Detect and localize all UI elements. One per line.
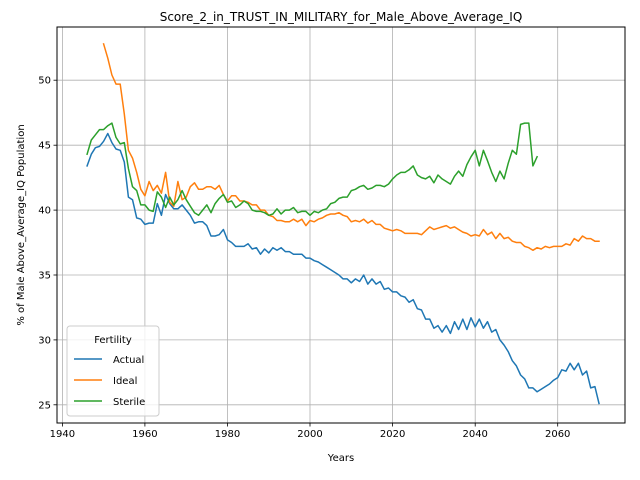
y-tick-label: 45: [38, 141, 51, 152]
x-tick-label: 2020: [380, 429, 405, 440]
y-tick-label: 40: [38, 206, 51, 217]
y-tick-label: 50: [38, 76, 51, 87]
x-tick-label: 1980: [215, 429, 240, 440]
y-axis-label: % of Male Above_Average_IQ Population: [16, 124, 27, 325]
legend-box: [66, 325, 160, 417]
legend-title: Fertility: [94, 335, 132, 346]
plot-frame: [56, 26, 626, 424]
series-line-ideal: [102, 42, 600, 252]
series-line-actual: [86, 132, 600, 405]
legend-label-actual: Actual: [113, 355, 144, 366]
y-tick-label: 35: [38, 271, 51, 282]
x-tick-label: 2040: [462, 429, 487, 440]
y-tick-label: 30: [38, 335, 51, 346]
axis-ticks: 1940 1960 1980 2000 2020 2040 2060 25 30 35 40 45 50: [38, 76, 570, 440]
chart-title: Score_2_in_TRUST_IN_MILITARY_for_Male_Ab…: [160, 10, 523, 24]
y-tick-label: 25: [38, 400, 51, 411]
legend: Fertility Actual Ideal Sterile: [66, 325, 160, 417]
x-tick-label: 1940: [50, 429, 75, 440]
legend-label-sterile: Sterile: [113, 397, 145, 408]
grid: [57, 27, 625, 423]
x-tick-label: 1960: [132, 429, 157, 440]
x-axis-label: Years: [327, 453, 354, 464]
legend-label-ideal: Ideal: [113, 376, 137, 387]
x-tick-label: 2000: [297, 429, 322, 440]
x-tick-label: 2060: [545, 429, 570, 440]
series-layer: [86, 42, 600, 405]
series-line-sterile: [86, 122, 539, 217]
